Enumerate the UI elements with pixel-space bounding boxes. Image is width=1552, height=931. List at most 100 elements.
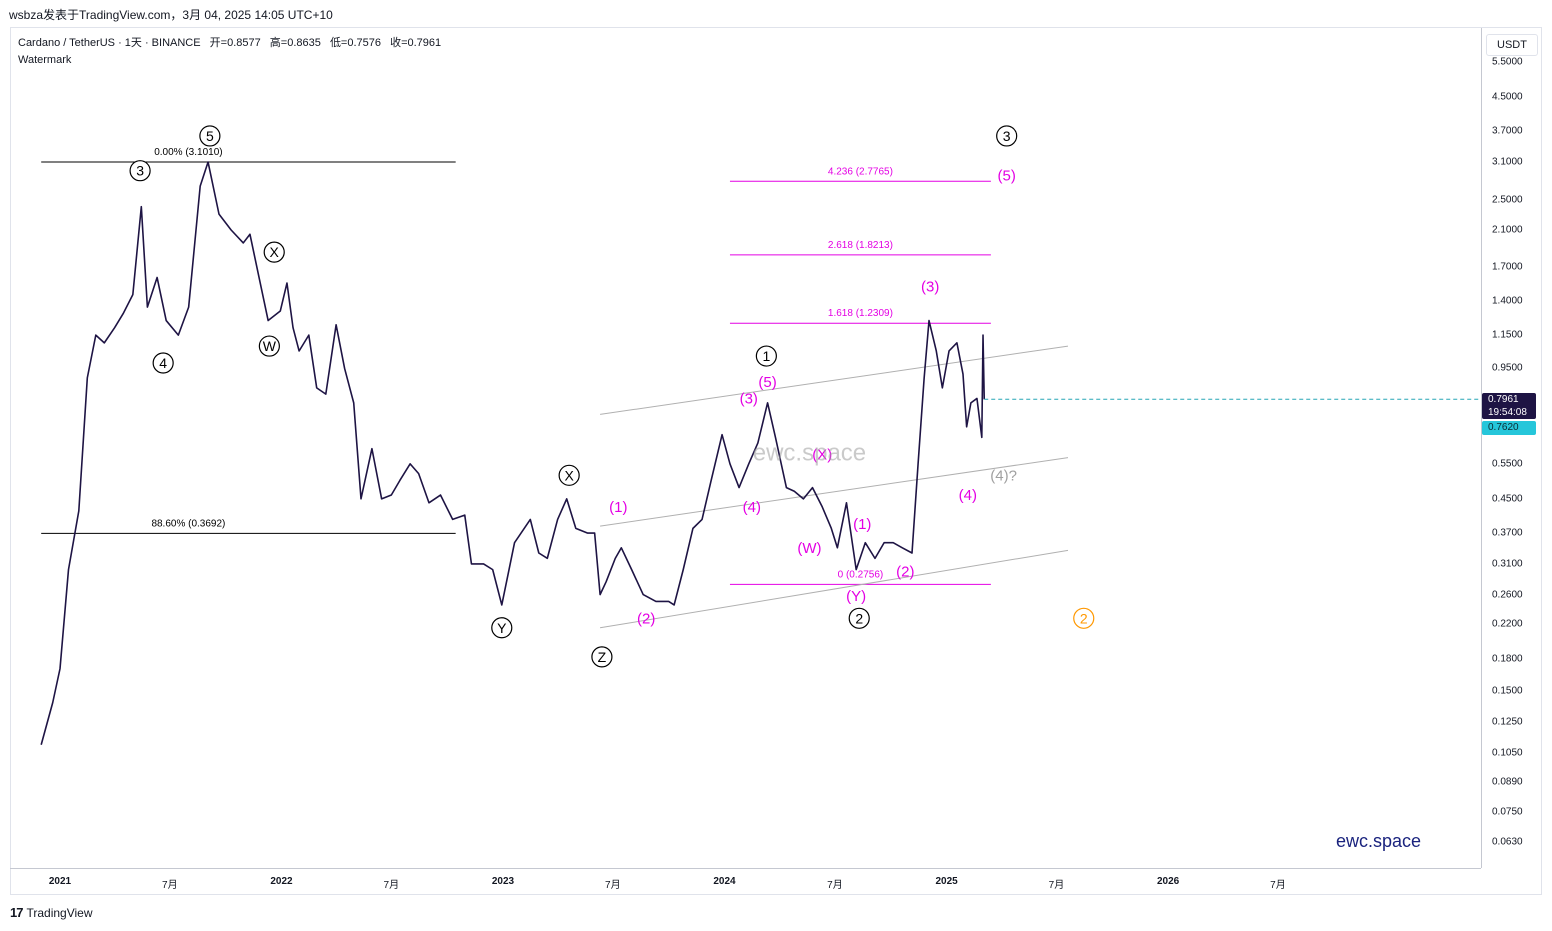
alt-price-tag: 0.7620: [1482, 421, 1536, 435]
currency-button[interactable]: USDT: [1486, 34, 1538, 56]
time-axis-label: 2025: [935, 876, 958, 887]
wave-label-text: (2): [637, 610, 655, 627]
price-axis-label: 0.3700: [1492, 527, 1523, 539]
wave-label-circle: [996, 125, 1018, 147]
price-axis-label: 1.4000: [1492, 295, 1523, 307]
price-axis-label: 3.7000: [1492, 125, 1523, 137]
wave-label-circled[interactable]: 3: [129, 160, 151, 182]
wave-label-text: W: [263, 338, 277, 354]
wave-label-circle: [199, 125, 221, 147]
wave-label[interactable]: (3): [921, 278, 939, 295]
wave-label[interactable]: (1): [609, 499, 627, 516]
wave-label[interactable]: (2): [896, 563, 914, 580]
price-axis-label: 0.4500: [1492, 493, 1523, 505]
footer: 17 TradingView: [10, 905, 93, 920]
time-axis[interactable]: [10, 868, 1481, 869]
fib-level-label: 4.236 (2.7765): [828, 166, 893, 177]
legend-open: 开=0.8577: [209, 37, 261, 49]
footer-brand-name[interactable]: TradingView: [26, 905, 93, 920]
time-axis-label: 7月: [605, 880, 621, 891]
price-axis-label: 5.5000: [1492, 56, 1523, 68]
wave-label-text: (5): [758, 374, 776, 391]
wave-label-text: X: [564, 467, 574, 483]
wave-label-circled[interactable]: 3: [996, 125, 1018, 147]
legend-high: 高=0.8635: [269, 37, 321, 49]
last-price-tag: 0.7961 19:54:08: [1482, 393, 1536, 419]
chart-watermark-text: ewc.space: [753, 440, 866, 467]
wave-label[interactable]: (2): [637, 610, 655, 627]
wave-label[interactable]: (5): [998, 167, 1016, 184]
price-axis-label: 0.1050: [1492, 747, 1523, 759]
wave-label-text: Y: [497, 620, 507, 636]
wave-label-text: Z: [598, 649, 607, 665]
legend-watermark[interactable]: Watermark: [18, 54, 72, 66]
wave-label-circled[interactable]: 1: [755, 345, 777, 367]
wave-label-text: (3): [740, 390, 758, 407]
wave-label-text: X: [270, 244, 280, 260]
channel-line[interactable]: [600, 345, 1069, 415]
wave-label-circled[interactable]: 2: [1073, 607, 1095, 629]
price-axis-label: 0.1800: [1492, 653, 1523, 665]
wave-label-circle: [591, 646, 613, 668]
wave-label-circled[interactable]: X: [558, 464, 580, 486]
price-axis-label: 0.3100: [1492, 558, 1523, 570]
wave-label[interactable]: (4)?: [990, 467, 1017, 484]
wave-label[interactable]: (1): [853, 516, 871, 533]
price-axis-label: 0.5500: [1492, 458, 1523, 470]
price-series-line[interactable]: [40, 161, 986, 745]
legend-ohlc: Cardano / TetherUS · 1天 · BINANCE 开=0.85…: [18, 35, 447, 52]
bar-countdown: 19:54:08: [1488, 407, 1527, 418]
wave-label[interactable]: (4): [959, 487, 977, 504]
price-axis-label: 0.1500: [1492, 685, 1523, 697]
wave-label-text: (Y): [846, 588, 866, 605]
time-axis-label: 2022: [270, 876, 293, 887]
price-axis-label: 1.1500: [1492, 329, 1523, 341]
wave-label-circled[interactable]: Z: [591, 646, 613, 668]
fib-level-label: 0.00% (3.1010): [154, 147, 222, 158]
wave-label[interactable]: (Y): [846, 588, 866, 605]
wave-label[interactable]: (X): [812, 447, 832, 464]
wave-label-circled[interactable]: 2: [848, 607, 870, 629]
wave-label-text: 2: [1080, 610, 1088, 626]
tradingview-logo-icon[interactable]: 17: [10, 905, 24, 920]
price-axis-label: 3.1000: [1492, 156, 1523, 168]
price-axis-label: 0.1250: [1492, 716, 1523, 728]
chart-frame: [10, 27, 1542, 895]
time-axis-label: 7月: [1048, 880, 1065, 891]
wave-label[interactable]: (3): [740, 390, 758, 407]
wave-label-circled[interactable]: W: [258, 335, 280, 357]
legend-low: 低=0.7576: [329, 37, 382, 49]
price-axis-label: 4.5000: [1492, 91, 1523, 103]
wave-label-text: 4: [159, 355, 167, 371]
legend-symbol[interactable]: Cardano / TetherUS · 1天 · BINANCE: [18, 37, 201, 49]
wave-label[interactable]: (W): [797, 540, 821, 557]
time-axis-label: 2024: [713, 876, 736, 887]
fib-level-label: 0 (0.2756): [838, 569, 884, 580]
wave-label-circle: [558, 464, 580, 486]
brand-watermark: ewc.space: [1336, 831, 1422, 851]
wave-label-text: (4): [959, 487, 977, 504]
wave-label[interactable]: (4): [743, 499, 761, 516]
wave-label-text: (4): [743, 499, 761, 516]
channel-line[interactable]: [600, 457, 1069, 527]
wave-label-circled[interactable]: 5: [199, 125, 221, 147]
time-axis-label: 2021: [48, 876, 72, 887]
wave-label-circled[interactable]: 4: [152, 352, 174, 374]
wave-label-circle: [263, 241, 285, 263]
wave-label-text: 2: [855, 610, 863, 626]
wave-label-text: (1): [853, 516, 871, 533]
time-axis-label: 7月: [162, 880, 178, 891]
price-axis-label: 0.2600: [1492, 589, 1523, 601]
price-axis[interactable]: 5.5000 4.5000 3.7000 3.1000 2.5000 2.1000 1.70…: [1481, 28, 1542, 868]
wave-label-text: 1: [762, 348, 770, 364]
price-axis-label: 0.0630: [1492, 836, 1523, 848]
channel-line[interactable]: [600, 549, 1069, 629]
wave-label-circle: [129, 160, 151, 182]
wave-label-circled[interactable]: X: [263, 241, 285, 263]
wave-label[interactable]: (5): [758, 374, 776, 391]
wave-label-text: (4)?: [990, 467, 1017, 484]
wave-label-text: (5): [998, 167, 1016, 184]
wave-label-circled[interactable]: Y: [491, 617, 513, 639]
last-price-value: 0.7961: [1488, 394, 1519, 405]
